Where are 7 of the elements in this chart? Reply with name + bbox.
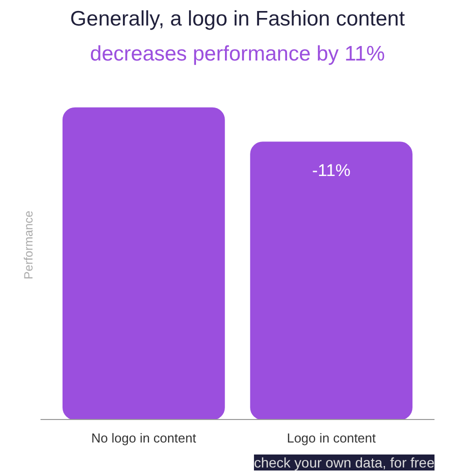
y-axis-title: Performance xyxy=(22,210,36,280)
chart-title: Generally, a logo in Fashion content xyxy=(70,8,405,30)
x-tick-label: Logo in content xyxy=(286,430,376,446)
annotation: -11% xyxy=(312,161,351,180)
chart-subtitle: decreases performance by 11% xyxy=(90,42,385,66)
text: check your own data, for free xyxy=(254,454,435,470)
x-tick-label: No logo in content xyxy=(91,430,196,446)
